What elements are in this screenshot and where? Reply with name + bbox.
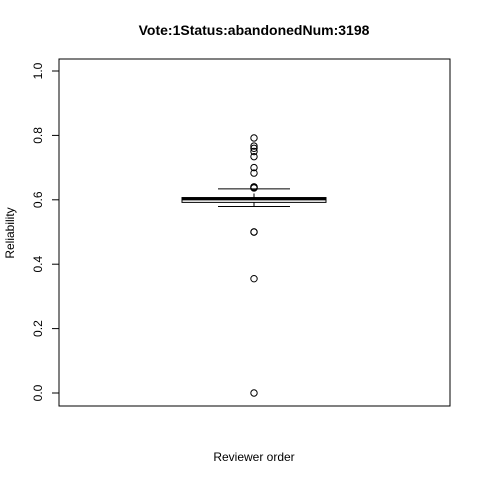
outlier-point [250, 147, 258, 156]
y-tick-label: 1.0 [31, 62, 45, 79]
y-tick-label: 0.0 [31, 384, 45, 401]
y-axis-label: Reliability [3, 207, 17, 258]
y-tick-label: 0.6 [31, 191, 45, 208]
outliers [250, 134, 258, 397]
y-axis: 0.0 0.2 0.4 0.6 0.8 1.0 [31, 62, 60, 401]
outlier-point [250, 142, 258, 150]
outlier-point [250, 274, 258, 283]
outlier-point [250, 163, 258, 172]
y-tick-label: 0.2 [31, 320, 45, 337]
x-axis-label: Reviewer order [213, 450, 294, 464]
outlier-point [250, 169, 258, 177]
outlier-point [250, 152, 258, 161]
box-plot [181, 188, 327, 208]
outlier-point [250, 144, 258, 152]
outlier-point [250, 228, 258, 236]
chart-title: Vote:1Status:abandonedNum:3198 [139, 22, 370, 38]
y-tick-label: 0.4 [31, 256, 45, 273]
outlier-point [250, 183, 258, 191]
outlier-point [250, 134, 258, 142]
outlier-point [250, 389, 258, 397]
y-tick-label: 0.8 [31, 127, 45, 144]
